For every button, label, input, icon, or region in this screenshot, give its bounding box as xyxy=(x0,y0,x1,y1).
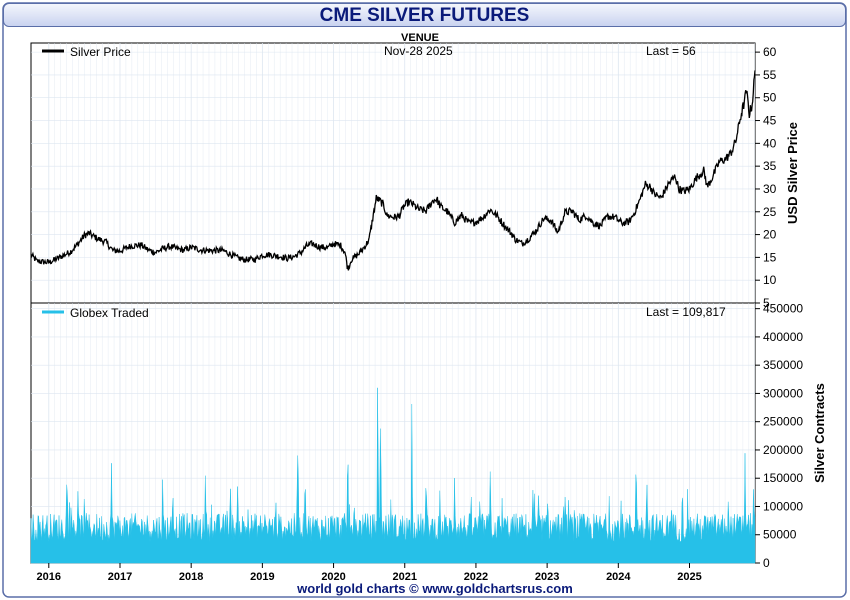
volume-y-tick-label: 400000 xyxy=(763,330,803,344)
price-y-tick-label: 25 xyxy=(763,205,777,219)
volume-y-tick-label: 0 xyxy=(763,556,770,570)
chart-title: CME SILVER FUTURES xyxy=(319,5,530,26)
x-tick-label: 2023 xyxy=(535,571,559,583)
x-tick-label: 2017 xyxy=(108,571,132,583)
date-label: Nov-28 2025 xyxy=(384,44,453,58)
x-tick-label: 2024 xyxy=(606,571,631,583)
volume-panel: 0 50000 100000 150000 200000 250000 300000 3500… xyxy=(30,302,827,570)
price-y-tick-label: 5 xyxy=(763,296,770,310)
price-y-tick-label: 45 xyxy=(763,114,777,128)
volume-y-tick-label: 100000 xyxy=(763,499,803,513)
price-y-tick-label: 40 xyxy=(763,136,777,150)
x-tick-label: 2021 xyxy=(393,571,417,583)
volume-y-tick-label: 200000 xyxy=(763,443,803,457)
volume-y-ticks: 0 50000 100000 150000 200000 250000 300000 3500… xyxy=(755,302,803,570)
x-tick-label: 2025 xyxy=(677,571,701,583)
volume-last-label: Last = 109,817 xyxy=(646,305,726,319)
price-y-label: USD Silver Price xyxy=(785,122,800,224)
x-tick-label: 2019 xyxy=(250,571,274,583)
price-y-tick-label: 35 xyxy=(763,159,777,173)
price-y-tick-label: 15 xyxy=(763,250,777,264)
x-tick-label: 2022 xyxy=(464,571,488,583)
footer-credit: world gold charts © www.goldchartsrus.co… xyxy=(296,581,573,596)
price-legend-label: Silver Price xyxy=(70,45,131,59)
price-y-tick-label: 55 xyxy=(763,68,777,82)
volume-y-label: Silver Contracts xyxy=(812,383,827,483)
x-tick-label: 2020 xyxy=(321,571,345,583)
price-y-tick-label: 60 xyxy=(763,45,777,59)
price-y-ticks: 5 10 15 20 25 30 35 40 45 50 55 60 xyxy=(755,45,777,310)
x-axis-ticks: 2016 2017 2018 2019 2020 2021 2022 2023 2024 2025 xyxy=(37,563,702,583)
volume-y-tick-label: 300000 xyxy=(763,386,803,400)
price-y-tick-label: 50 xyxy=(763,91,777,105)
price-last-label: Last = 56 xyxy=(646,44,696,58)
price-line xyxy=(30,70,756,271)
title-bar: CME SILVER FUTURES xyxy=(3,3,846,27)
volume-y-tick-label: 150000 xyxy=(763,471,803,485)
price-y-tick-label: 30 xyxy=(763,182,777,196)
price-y-tick-label: 10 xyxy=(763,273,777,287)
x-tick-label: 2018 xyxy=(179,571,203,583)
x-tick-label: 2016 xyxy=(37,571,61,583)
volume-y-tick-label: 350000 xyxy=(763,358,803,372)
price-y-tick-label: 20 xyxy=(763,228,777,242)
volume-area xyxy=(30,387,756,564)
venue-label: VENUE xyxy=(401,32,439,44)
volume-y-tick-label: 450000 xyxy=(763,302,803,316)
price-panel: 5 10 15 20 25 30 35 40 45 50 55 60 Silver Price Nov… xyxy=(30,42,800,310)
volume-y-tick-label: 50000 xyxy=(763,528,797,542)
volume-y-tick-label: 250000 xyxy=(763,415,803,429)
price-grid xyxy=(31,43,755,304)
volume-legend-label: Globex Traded xyxy=(70,306,149,320)
